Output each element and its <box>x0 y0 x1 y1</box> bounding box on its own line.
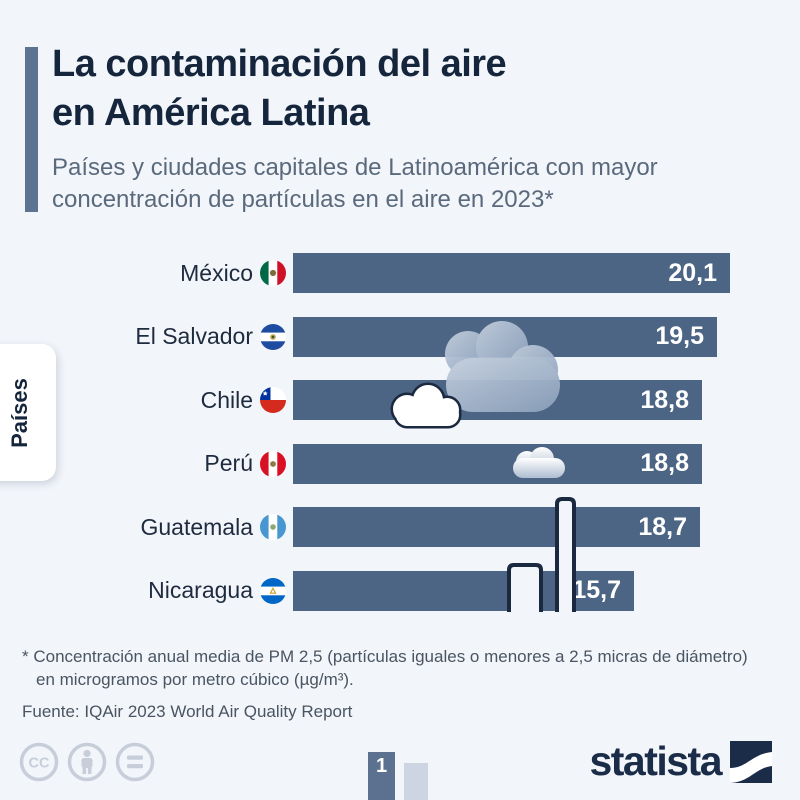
statista-wordmark: statista <box>589 738 722 784</box>
side-tab-paises[interactable]: Países <box>0 344 56 481</box>
page-number: 1 <box>375 755 388 777</box>
bar-mexico: 20,1 <box>293 253 730 293</box>
chart-row-el-salvador: El Salvador 19,5 <box>0 316 800 357</box>
pagination: 1 <box>368 752 438 800</box>
flag-sv-icon <box>253 323 293 350</box>
equals-icon <box>115 742 155 782</box>
bar-guatemala: 18,7 <box>293 507 700 547</box>
svg-text:CC: CC <box>29 756 50 772</box>
bar-nicaragua: 15,7 <box>293 570 634 611</box>
country-label-chile: Chile <box>200 386 253 413</box>
bar-value-chile: 18,8 <box>640 385 689 414</box>
flag-ni-icon <box>253 577 293 604</box>
bar-chile: 18,8 <box>293 380 702 420</box>
bar-value-nicaragua: 15,7 <box>572 576 621 604</box>
side-tab-label: Países <box>6 377 32 448</box>
country-label-peru: Perú <box>204 450 253 476</box>
footnote: * Concentración anual media de PM 2,5 (p… <box>22 646 748 724</box>
country-label-mexico: México <box>180 259 253 286</box>
country-label-nicaragua: Nicaragua <box>148 577 253 603</box>
bar-el-salvador: 19,5 <box>293 316 717 357</box>
chart-row-nicaragua: Nicaragua 15,7 <box>0 570 800 611</box>
license-icons: CC <box>19 742 155 782</box>
flag-mx-icon <box>253 260 293 286</box>
bar-value-el-salvador: 19,5 <box>655 322 704 350</box>
title-line-1: La contaminación del aire <box>52 43 507 85</box>
title-line-2: en América Latina <box>52 92 370 135</box>
chart-row-chile: Chile 18,8 <box>0 380 800 420</box>
source-line: Fuente: IQAir 2023 World Air Quality Rep… <box>22 701 353 721</box>
page-indicator-current[interactable]: 1 <box>368 752 395 800</box>
footnote-line-2: en microgramos por metro cúbico (µg/m³). <box>36 669 354 689</box>
chart-subtitle: Países y ciudades capitales de Latinoamé… <box>52 154 658 213</box>
statista-logo: statista <box>589 738 772 785</box>
flag-cl-icon <box>253 387 293 413</box>
bar-value-guatemala: 18,7 <box>638 512 687 541</box>
bar-peru: 18,8 <box>293 443 702 484</box>
country-label-guatemala: Guatemala <box>140 513 253 540</box>
flag-gt-icon <box>253 514 293 540</box>
chart-row-peru: Perú 18,8 <box>0 443 800 484</box>
page-indicator-next[interactable] <box>404 763 428 800</box>
attribution-icon <box>67 742 107 782</box>
cc-icon <box>19 742 59 782</box>
chart-row-guatemala: Guatemala 18,7 <box>0 507 800 547</box>
footnote-line-1: * Concentración anual media de PM 2,5 (p… <box>22 647 748 666</box>
bar-value-peru: 18,8 <box>640 449 689 477</box>
page-title: La contaminación del aire en América Lat… <box>52 40 507 139</box>
title-accent-bar <box>25 47 38 212</box>
country-label-el-salvador: El Salvador <box>135 323 253 349</box>
flag-pe-icon <box>253 450 293 477</box>
chart-row-mexico: México 20,1 <box>0 253 800 293</box>
bar-value-mexico: 20,1 <box>668 258 717 287</box>
statista-logo-icon <box>730 740 772 783</box>
